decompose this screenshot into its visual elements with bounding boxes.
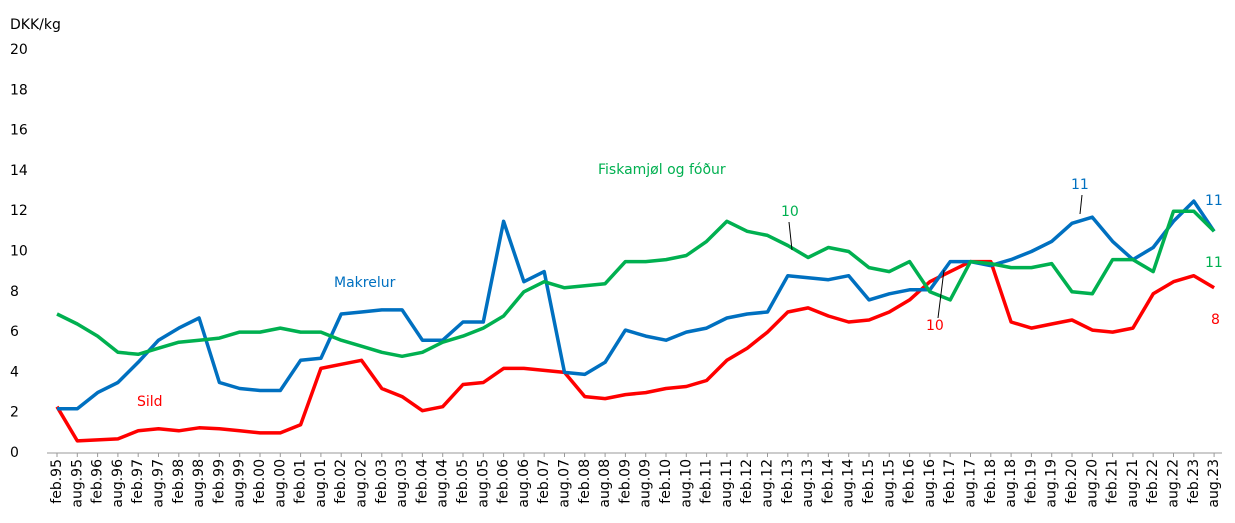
x-tick-label: feb.13	[780, 459, 796, 504]
x-tick-label: feb.97	[130, 459, 146, 504]
annotation: 10	[781, 204, 799, 220]
x-tick-label: aug.13	[800, 459, 816, 508]
x-tick-label: feb.04	[414, 459, 430, 504]
annotation: Sild	[137, 394, 163, 410]
y-tick-label: 8	[10, 284, 19, 300]
x-tick-label: aug.16	[922, 459, 938, 508]
x-tick-label: feb.17	[942, 459, 958, 504]
x-tick-label: aug.19	[1044, 459, 1060, 508]
x-tick-label: feb.18	[983, 459, 999, 504]
x-tick-label: aug.14	[841, 459, 857, 508]
x-tick-label: feb.10	[658, 459, 674, 504]
x-tick-label: feb.07	[536, 459, 552, 504]
series-line	[57, 199, 1216, 411]
y-tick-label: 10	[10, 244, 28, 260]
x-tick-label: feb.22	[1145, 459, 1161, 504]
x-tick-label: feb.14	[820, 459, 836, 504]
annotation: 8	[1211, 312, 1220, 328]
x-tick-label: aug.22	[1166, 459, 1182, 508]
annotation: Makrelur	[334, 275, 396, 291]
y-tick-label: 2	[10, 405, 19, 421]
y-tick-label: 20	[10, 42, 28, 58]
x-tick-label: feb.09	[617, 459, 633, 504]
series-line	[55, 259, 1215, 443]
x-tick-label: feb.01	[293, 459, 309, 504]
x-tick-label: aug.03	[394, 459, 410, 508]
x-tick-label: feb.03	[374, 459, 390, 504]
x-tick-label: feb.19	[1023, 459, 1039, 504]
annotation: 10	[926, 318, 944, 334]
y-tick-label: 4	[10, 364, 19, 380]
leader-line	[937, 269, 945, 319]
x-tick-label: feb.96	[90, 459, 106, 504]
x-tick-label: aug.18	[1003, 459, 1019, 508]
x-tick-label: aug.11	[719, 459, 735, 508]
x-tick-label: aug.08	[597, 459, 613, 508]
x-tick-label: aug.17	[963, 459, 979, 508]
y-tick-label: 0	[10, 445, 19, 461]
x-tick-label: aug.95	[69, 459, 85, 508]
x-tick-label: feb.02	[333, 459, 349, 504]
y-axis-label: DKK/kg	[10, 17, 61, 33]
x-tick-label: feb.16	[902, 459, 918, 504]
x-tick-label: aug.07	[557, 459, 573, 508]
x-tick-label: aug.97	[151, 459, 167, 508]
x-tick-label: aug.06	[516, 459, 532, 508]
x-tick-label: feb.11	[699, 459, 715, 504]
x-tick-label: aug.02	[354, 459, 370, 508]
x-tick-label: aug.04	[435, 459, 451, 508]
x-tick-label: aug.99	[232, 459, 248, 508]
x-tick-label: feb.05	[455, 459, 471, 504]
x-tick-label: aug.05	[475, 459, 491, 508]
series-line	[56, 209, 1216, 359]
annotation: Fiskamjøl og fóður	[598, 162, 726, 178]
x-tick-label: feb.00	[252, 459, 268, 504]
x-tick-label: aug.01	[313, 459, 329, 508]
y-tick-label: 18	[10, 82, 28, 98]
annotation: 11	[1205, 193, 1223, 209]
y-tick-label: 14	[10, 163, 28, 179]
annotation: 11	[1071, 177, 1089, 193]
y-tick-label: 16	[10, 123, 28, 139]
x-tick-label: aug.23	[1206, 459, 1222, 508]
x-tick-label: feb.15	[861, 459, 877, 504]
leader-line	[788, 221, 793, 251]
x-tick-label: feb.12	[739, 459, 755, 504]
x-tick-label: aug.00	[272, 459, 288, 508]
annotation: 11	[1205, 255, 1223, 271]
x-tick-label: aug.96	[110, 459, 126, 508]
x-tick-label: feb.98	[171, 459, 187, 504]
x-tick-label: feb.21	[1105, 459, 1121, 504]
x-tick-label: aug.15	[881, 459, 897, 508]
x-tick-label: aug.21	[1125, 459, 1141, 508]
x-tick-label: aug.10	[678, 459, 694, 508]
x-tick-label: feb.20	[1064, 459, 1080, 504]
x-tick-label: feb.23	[1186, 459, 1202, 504]
y-tick-label: 6	[10, 324, 19, 340]
x-tick-label: feb.95	[49, 459, 65, 504]
x-tick-label: feb.08	[577, 459, 593, 504]
x-tick-label: aug.20	[1084, 459, 1100, 508]
x-tick-label: feb.99	[211, 459, 227, 504]
x-tick-label: feb.06	[496, 459, 512, 504]
x-tick-label: aug.12	[760, 459, 776, 508]
y-tick-label: 12	[10, 203, 28, 219]
x-tick-label: aug.98	[191, 459, 207, 508]
leader-line	[1079, 194, 1083, 215]
x-tick-label: aug.09	[638, 459, 654, 508]
